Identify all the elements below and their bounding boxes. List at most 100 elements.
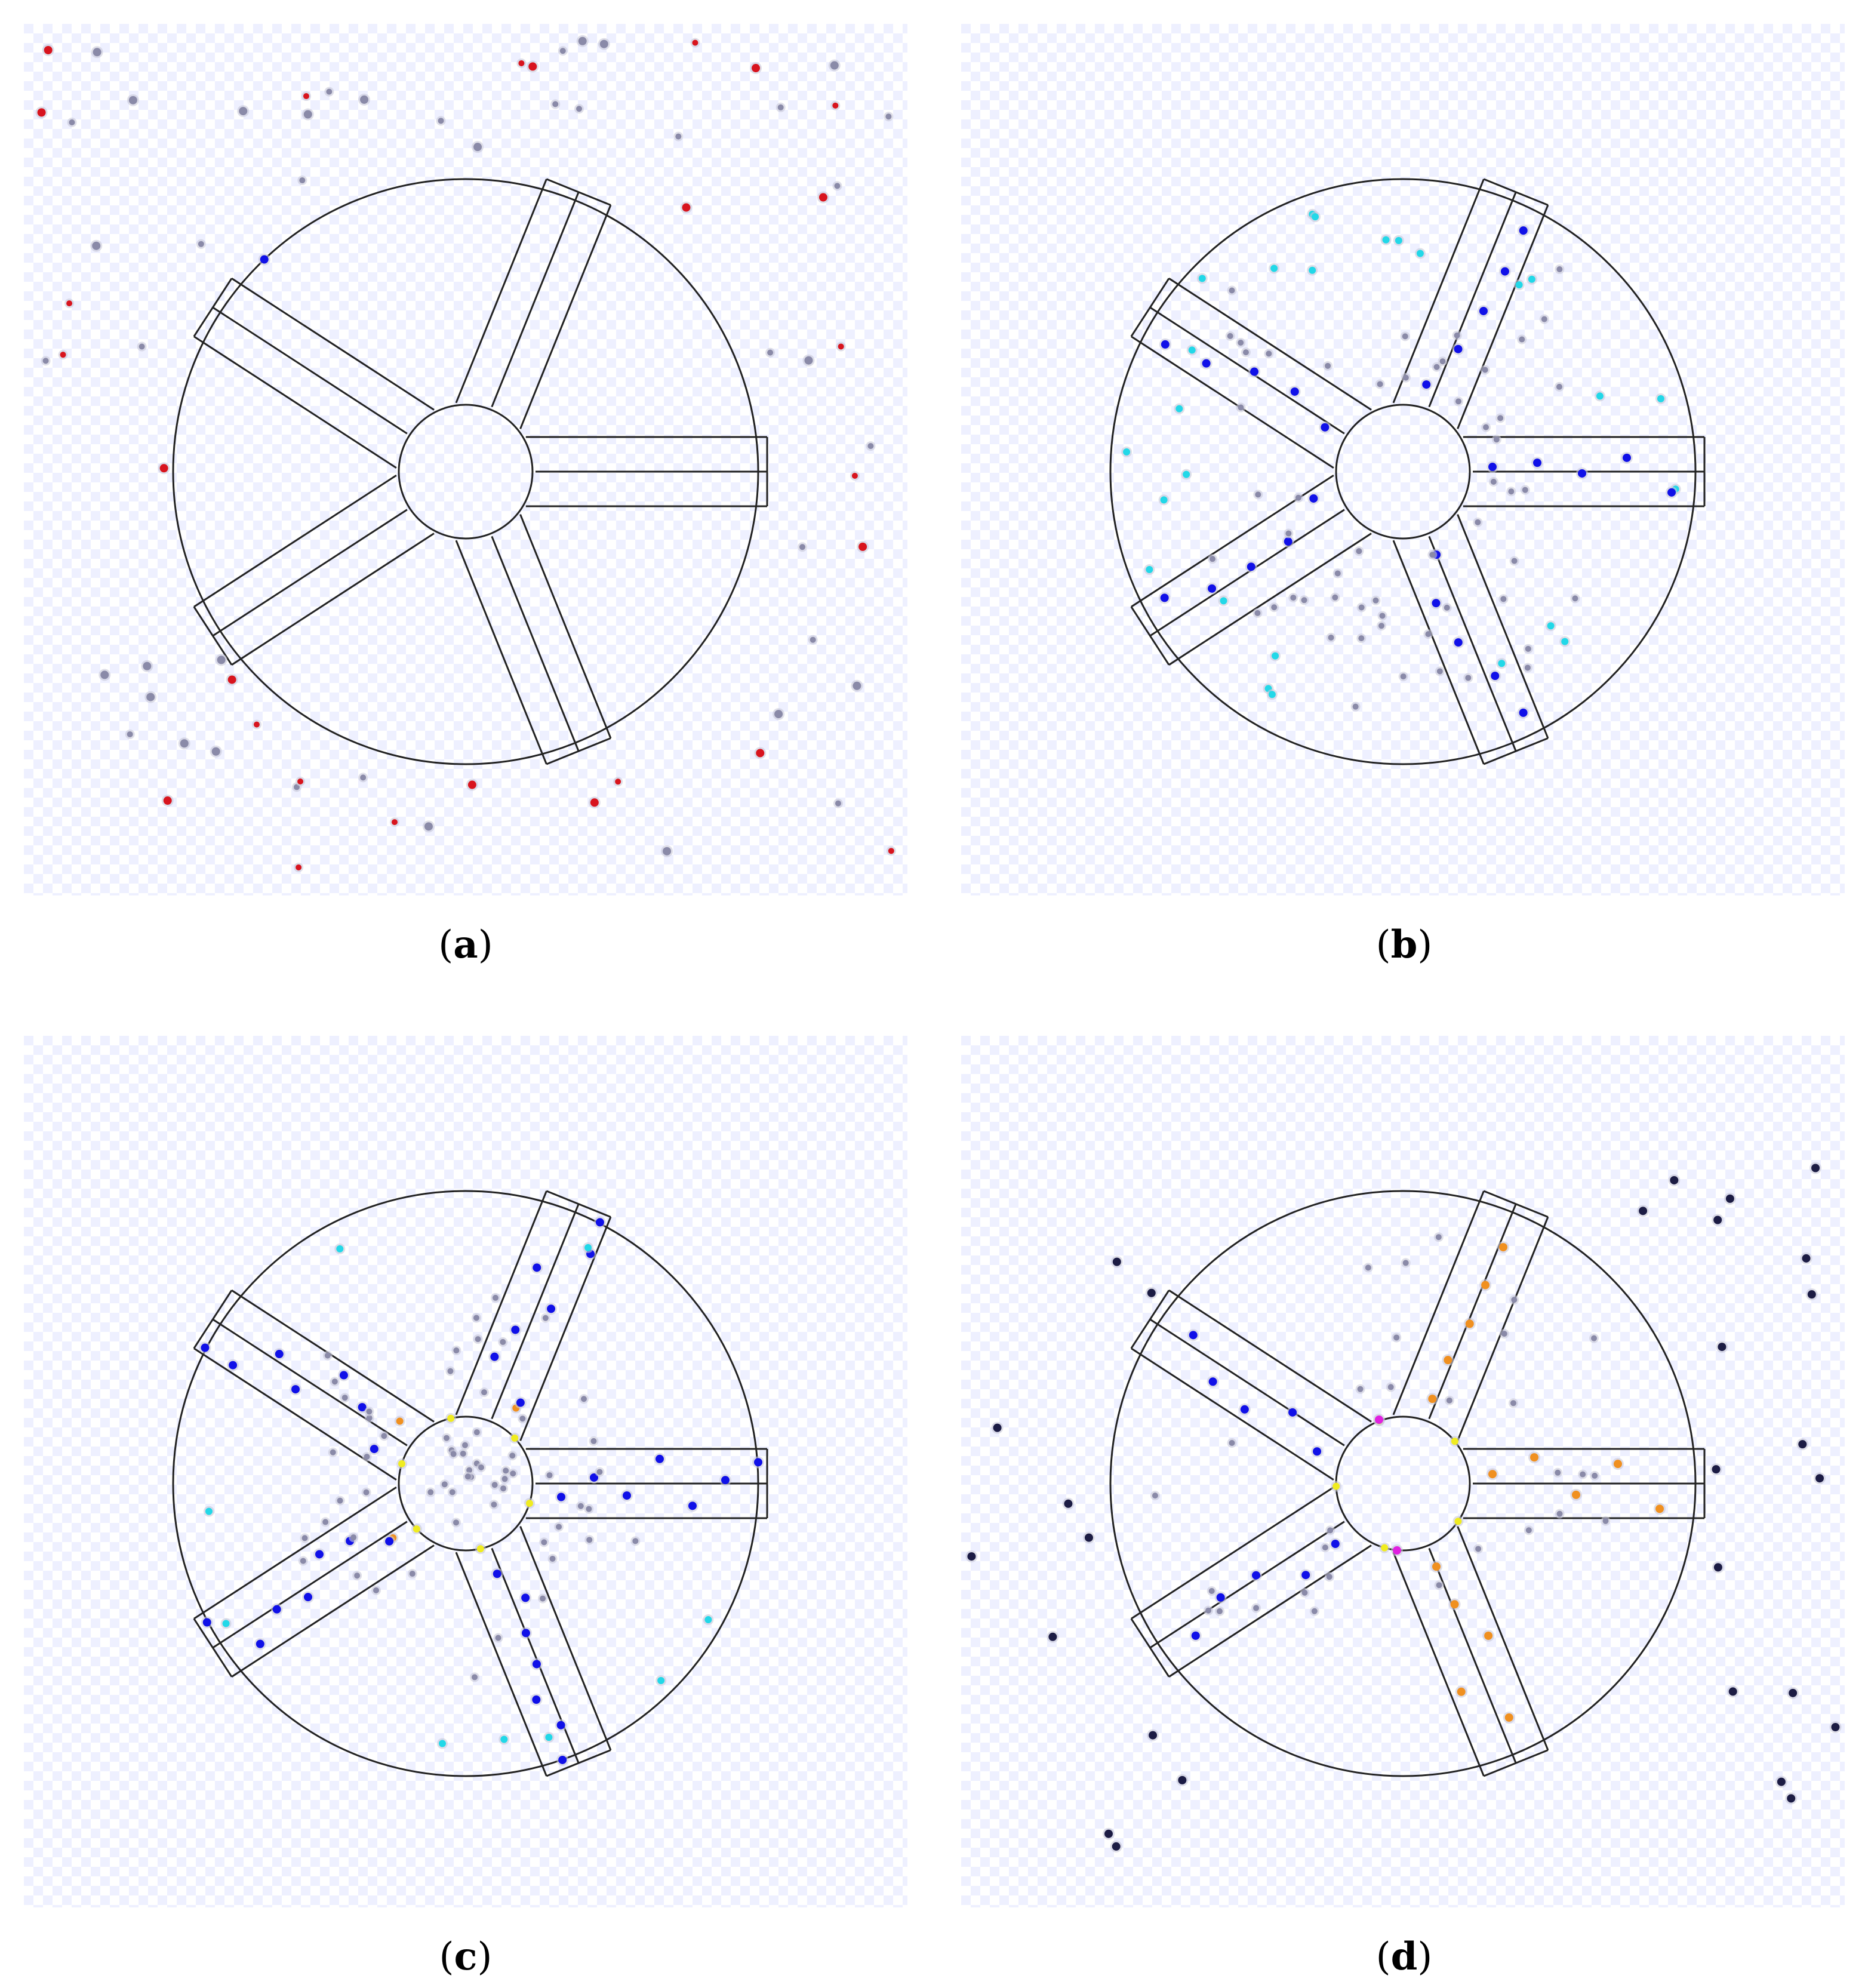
- particle-dot: [256, 1639, 264, 1648]
- wheel-outline: [1109, 178, 1706, 765]
- particle-dot: [1238, 404, 1244, 411]
- particle-dot: [1216, 1608, 1223, 1614]
- particle-dot: [1556, 266, 1563, 273]
- particle-dot: [1524, 664, 1531, 671]
- particle-dot: [66, 300, 73, 307]
- particle-dot: [1301, 1589, 1308, 1596]
- panel-d: [961, 1036, 1845, 1907]
- particle-dot: [1547, 622, 1555, 630]
- particle-dot: [1272, 652, 1279, 660]
- particle-dot: [159, 464, 168, 473]
- particle-dot: [549, 1555, 556, 1562]
- particle-dot: [272, 1605, 281, 1614]
- particle-dot: [1572, 595, 1578, 602]
- particle-dot: [1596, 392, 1604, 400]
- particle-dot: [1481, 1281, 1490, 1290]
- particle-dot: [1519, 708, 1528, 717]
- particle-dot: [656, 1454, 664, 1463]
- particle-dot: [1290, 387, 1299, 396]
- particle-dot: [1358, 604, 1365, 611]
- particle-dot: [1208, 1377, 1217, 1386]
- particle-dot: [303, 93, 309, 100]
- particle-dot: [1498, 660, 1506, 667]
- particle-dot: [1149, 1731, 1158, 1740]
- particle-dot: [44, 45, 53, 54]
- particle-dot: [1465, 675, 1472, 681]
- particle-dot: [547, 1304, 556, 1313]
- particle-dot: [581, 1396, 587, 1402]
- particle-dot: [853, 681, 861, 690]
- spoke-arm: [1392, 514, 1549, 765]
- particle-dot: [1479, 306, 1488, 315]
- particle-dot: [1175, 405, 1183, 413]
- particle-dot: [1831, 1723, 1840, 1732]
- particle-dot: [1208, 1588, 1215, 1595]
- particle-dot: [1352, 703, 1359, 710]
- spoke-arm: [525, 436, 768, 507]
- spoke-arm: [1463, 1448, 1706, 1519]
- particle-dot: [509, 1452, 516, 1459]
- particle-dot: [1146, 566, 1153, 574]
- particle-dot: [545, 1734, 553, 1741]
- particle-dot: [1451, 1438, 1458, 1445]
- particle-dot: [1242, 349, 1249, 356]
- particle-dot: [532, 1660, 541, 1669]
- particle-dot: [542, 1315, 549, 1321]
- particle-dot: [1238, 340, 1244, 346]
- particle-dot: [1454, 638, 1463, 647]
- particle-dot: [511, 1434, 519, 1442]
- particle-dot: [373, 1587, 380, 1593]
- particle-dot: [518, 60, 525, 66]
- particle-dot: [1815, 1474, 1824, 1483]
- particle-dot: [1229, 287, 1235, 294]
- particle-dot: [296, 864, 302, 870]
- caption-a: (a): [438, 922, 493, 967]
- particle-dot: [1455, 398, 1461, 405]
- particle-dot: [466, 1467, 473, 1473]
- panel-b: [961, 24, 1845, 895]
- spoke-arm: [193, 1487, 435, 1678]
- particle-dot: [300, 1558, 306, 1564]
- particle-dot: [229, 1361, 238, 1370]
- particle-dot: [443, 1435, 450, 1441]
- particle-dot: [1429, 552, 1436, 558]
- particle-dot: [623, 1491, 631, 1500]
- particle-dot: [1284, 537, 1292, 546]
- particle-dot: [1312, 213, 1319, 221]
- particle-dot: [1811, 1164, 1820, 1173]
- panel-c-diagram: [24, 1036, 907, 1907]
- particle-dot: [222, 1620, 230, 1627]
- particle-dot: [1332, 1482, 1340, 1490]
- particle-dot: [1266, 350, 1272, 357]
- particle-dot: [42, 358, 49, 364]
- particle-dot: [1657, 395, 1664, 402]
- particle-dot: [1270, 264, 1278, 272]
- particle-dot: [1777, 1777, 1786, 1786]
- particle-dot: [1048, 1632, 1057, 1641]
- particle-dot: [632, 1538, 639, 1544]
- particle-dot: [211, 747, 220, 756]
- particle-dot: [324, 1352, 331, 1359]
- particle-dot: [1454, 1518, 1462, 1525]
- particle-dot: [885, 113, 892, 120]
- particle-dot: [774, 710, 783, 719]
- particle-dot: [337, 1497, 343, 1504]
- particle-dot: [657, 1676, 665, 1684]
- particle-dot: [584, 1244, 592, 1251]
- particle-dot: [291, 1385, 300, 1394]
- particle-dot: [1530, 1453, 1538, 1462]
- particle-dot: [478, 1464, 485, 1471]
- particle-dot: [521, 1593, 530, 1602]
- particle-dot: [510, 1470, 516, 1477]
- particle-dot: [1725, 1194, 1734, 1203]
- particle-dot: [1202, 359, 1211, 368]
- particle-dot: [1490, 478, 1497, 485]
- particle-dot: [1528, 275, 1535, 283]
- particle-dot: [391, 819, 398, 826]
- particle-dot: [481, 1389, 487, 1396]
- particle-dot: [532, 1695, 541, 1704]
- particle-dot: [128, 96, 137, 104]
- particle-dot: [1561, 638, 1569, 645]
- particle-dot: [596, 1469, 603, 1475]
- particle-dot: [1357, 1386, 1364, 1392]
